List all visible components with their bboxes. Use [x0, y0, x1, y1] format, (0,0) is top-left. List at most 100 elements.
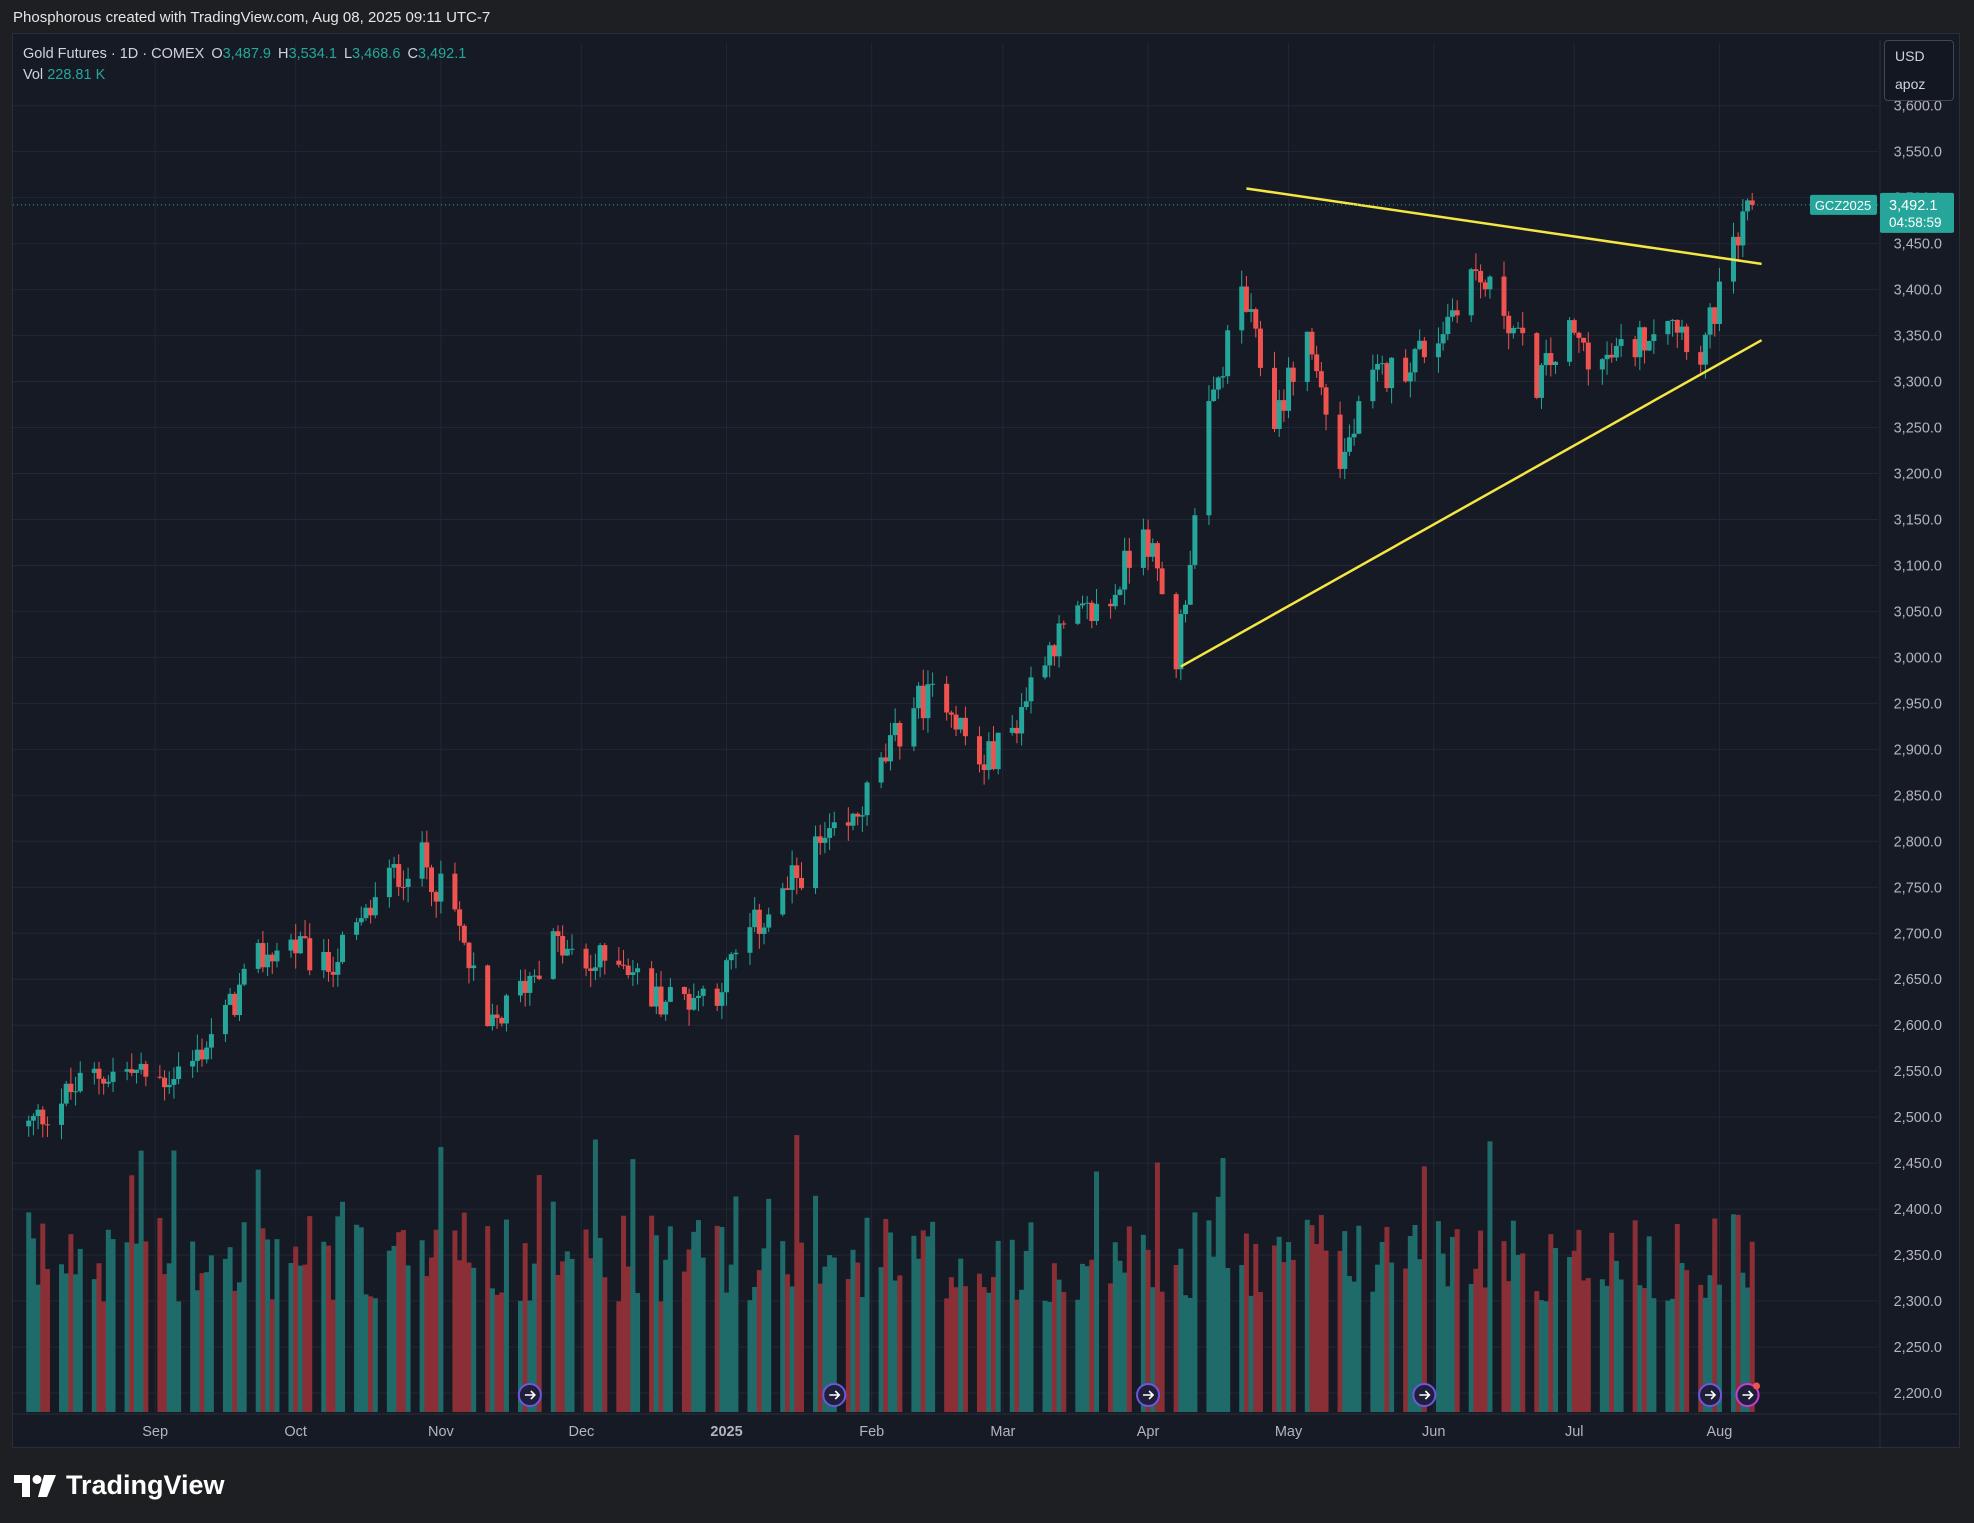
candle-body: [536, 975, 542, 979]
candle-body: [372, 897, 378, 916]
candle-body: [166, 1084, 172, 1088]
candle-body: [995, 732, 1001, 770]
candle-body: [1351, 433, 1357, 438]
trendlines: [1180, 187, 1763, 668]
volume-bar: [649, 1215, 655, 1412]
volume-bar: [176, 1301, 182, 1412]
candle-body: [1553, 361, 1559, 366]
candle-body: [1389, 357, 1395, 389]
candle-body: [1187, 564, 1193, 605]
candle-body: [1384, 363, 1390, 389]
volume-bar: [747, 1300, 753, 1412]
candle-body: [1379, 363, 1385, 365]
volume-bar: [1478, 1230, 1484, 1412]
volume-bar: [602, 1277, 608, 1412]
chart-frame[interactable]: [12, 33, 1960, 1448]
candle-body: [560, 935, 566, 956]
candle-body: [96, 1068, 102, 1079]
volume-bar: [981, 1287, 987, 1412]
candle-body: [1684, 326, 1690, 353]
volume-bar: [110, 1239, 116, 1412]
candle-body: [1094, 603, 1100, 622]
volume-bar: [222, 1258, 228, 1412]
volume-bar: [1117, 1260, 1123, 1412]
candle-body: [1506, 315, 1512, 334]
volume-bar: [522, 1243, 528, 1412]
candle-body: [1567, 320, 1573, 362]
candle-body: [391, 864, 397, 868]
volume-bar: [845, 1279, 851, 1412]
y-tick-label: 3,400.0: [1894, 283, 1942, 299]
candle-body: [1112, 594, 1118, 607]
volume-bar: [1257, 1292, 1263, 1412]
candle-body: [1089, 602, 1095, 622]
low-value: 3,468.6: [352, 46, 401, 62]
volume-bar: [1515, 1254, 1521, 1412]
candle-body: [1173, 594, 1179, 670]
volume-bar: [794, 1135, 800, 1412]
volume-bar: [1346, 1276, 1352, 1412]
volume-bar: [1154, 1162, 1160, 1412]
volume-bar: [827, 1255, 833, 1412]
volume-bar: [1534, 1291, 1540, 1412]
volume-bar: [1112, 1242, 1118, 1412]
arrow-icon: [1742, 1390, 1754, 1400]
unit-label: apoz: [1895, 76, 1926, 92]
arrow-icon: [829, 1390, 841, 1400]
candle-body: [695, 995, 701, 998]
candle-body: [916, 685, 922, 709]
candle-body: [405, 878, 411, 887]
candle-body: [1178, 614, 1184, 670]
volume-bar: [1192, 1212, 1198, 1412]
candle-body: [400, 886, 406, 888]
volume-bar: [1014, 1299, 1020, 1412]
arrow-icon: [1419, 1390, 1431, 1400]
y-tick-label: 2,400.0: [1894, 1202, 1942, 1218]
candle-body: [1702, 334, 1708, 365]
volume-bar: [1637, 1285, 1643, 1412]
price-badge-value: 3,492.1: [1889, 198, 1937, 214]
candle-body: [1403, 357, 1409, 382]
currency-unit-selector[interactable]: USD apoz: [1884, 40, 1954, 101]
candle-body: [1009, 727, 1015, 733]
volume-bar: [560, 1261, 566, 1412]
chart-caption: Phosphorous created with TradingView.com…: [13, 9, 491, 26]
volume-bar: [916, 1258, 922, 1412]
candle-body: [222, 1004, 228, 1035]
candle-body: [1435, 343, 1441, 358]
candle-body: [471, 965, 477, 969]
volume-bar: [1019, 1289, 1025, 1412]
y-tick-label: 3,450.0: [1894, 237, 1942, 253]
candle-body: [1243, 286, 1249, 312]
candle-body: [260, 943, 266, 968]
volume-bar: [991, 1277, 997, 1412]
volume-bar: [1243, 1233, 1249, 1412]
volume-bar: [1225, 1268, 1231, 1412]
candle-body: [63, 1083, 69, 1104]
volume-bar: [1520, 1253, 1526, 1412]
volume-bar: [1309, 1225, 1315, 1412]
candle-body: [190, 1060, 196, 1067]
volume-bar: [719, 1226, 725, 1412]
candle-body: [1707, 307, 1713, 335]
candle-body: [30, 1116, 36, 1121]
candle-body: [503, 995, 509, 1024]
candle-body: [433, 892, 439, 902]
candle-body: [1154, 543, 1160, 569]
volume-bar: [958, 1258, 964, 1412]
volume-bar: [630, 1159, 636, 1412]
price-badge: [1880, 192, 1954, 233]
volume-bar: [789, 1286, 795, 1412]
tradingview-logo[interactable]: TradingView: [14, 1470, 225, 1501]
candle-body: [1304, 331, 1310, 382]
candle-body: [621, 964, 627, 966]
volume-bar: [1730, 1214, 1736, 1412]
volume-bar: [424, 1276, 430, 1412]
candle-body: [1473, 269, 1479, 271]
volume-bar: [105, 1229, 111, 1412]
volume-bar: [1407, 1236, 1413, 1412]
volume-bar: [1159, 1291, 1165, 1412]
volume-bar: [1342, 1231, 1348, 1412]
candle-body: [44, 1124, 50, 1126]
